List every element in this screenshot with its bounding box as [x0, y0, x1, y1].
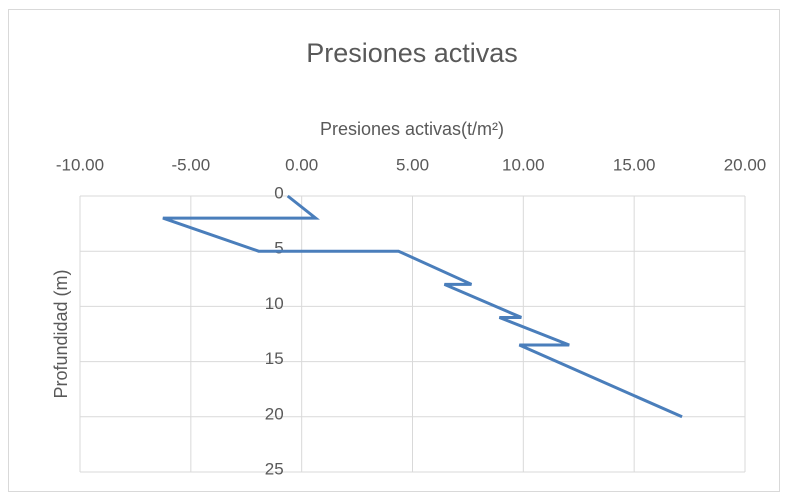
x-tick-label: 5.00	[396, 155, 429, 174]
x-tick-label: -10.00	[56, 155, 104, 174]
x-tick-label: 15.00	[613, 155, 656, 174]
y-tick-label: 25	[265, 459, 284, 478]
chart-title: Presiones activas	[306, 38, 518, 68]
x-tick-label: 10.00	[502, 155, 545, 174]
y-axis-title: Profundidad (m)	[51, 269, 71, 398]
data-line	[162, 194, 683, 419]
x-tick-label: 0.00	[285, 155, 318, 174]
y-tick-label: 0	[274, 183, 283, 202]
x-axis-title: Presiones activas(t/m²)	[320, 119, 504, 139]
y-tick-label: 5	[274, 239, 283, 258]
y-tick-label: 20	[265, 404, 284, 423]
y-tick-label: 10	[265, 294, 284, 313]
x-tick-label: -5.00	[171, 155, 210, 174]
x-tick-label: 20.00	[724, 155, 767, 174]
y-tick-label: 15	[265, 349, 284, 368]
